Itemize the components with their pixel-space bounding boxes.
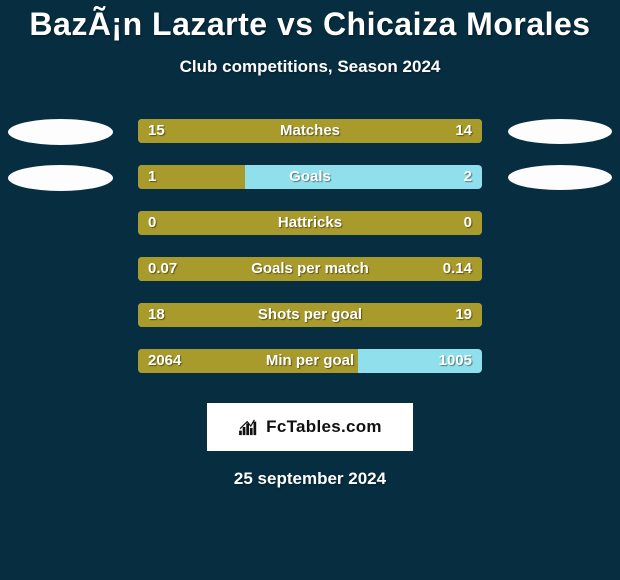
stat-bar-left-fill <box>138 257 482 281</box>
player-left-avatar <box>8 119 113 145</box>
fctables-logo-icon <box>238 418 260 436</box>
logo-text: FcTables.com <box>266 417 382 437</box>
stat-row: Shots per goal1819 <box>0 301 620 347</box>
player-right-avatar <box>508 165 612 190</box>
logo-box: FcTables.com <box>207 403 413 451</box>
player-left-avatar <box>8 165 113 191</box>
stat-value-right: 1005 <box>439 349 472 373</box>
stat-bar-left-fill <box>138 119 482 143</box>
stat-bar-left-fill <box>138 211 482 235</box>
stat-row: Min per goal20641005 <box>0 347 620 393</box>
stat-value-right: 2 <box>464 165 472 189</box>
subtitle: Club competitions, Season 2024 <box>0 57 620 77</box>
stat-bar-left-fill <box>138 303 482 327</box>
stat-bar-track: Min per goal20641005 <box>138 349 482 373</box>
player-right-avatar <box>508 119 612 144</box>
stat-bar-track: Goals12 <box>138 165 482 189</box>
stat-bar-track: Shots per goal1819 <box>138 303 482 327</box>
date-label: 25 september 2024 <box>0 469 620 489</box>
stat-row: Hattricks00 <box>0 209 620 255</box>
stat-rows-container: Matches1514 Goals12 Hattricks00 Goals per m… <box>0 117 620 393</box>
stat-row: Goals12 <box>0 163 620 209</box>
stat-bar-left-fill <box>138 165 245 189</box>
stat-row: Matches1514 <box>0 117 620 163</box>
page-title: BazÃ¡n Lazarte vs Chicaiza Morales <box>0 6 620 43</box>
stat-row: Goals per match0.070.14 <box>0 255 620 301</box>
stat-bar-left-fill <box>138 349 358 373</box>
comparison-infographic: BazÃ¡n Lazarte vs Chicaiza Morales Club … <box>0 0 620 580</box>
stat-bar-track: Matches1514 <box>138 119 482 143</box>
stat-bar-track: Goals per match0.070.14 <box>138 257 482 281</box>
stat-bar-track: Hattricks00 <box>138 211 482 235</box>
